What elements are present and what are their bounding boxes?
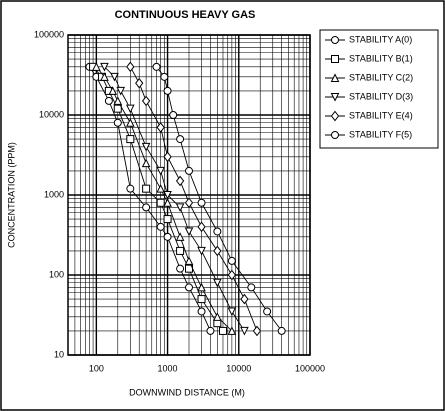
marker: [156, 184, 165, 193]
marker: [163, 232, 172, 241]
y-tick-label: 100: [49, 269, 64, 279]
marker: [113, 96, 123, 105]
marker: [126, 104, 135, 114]
marker: [330, 93, 340, 102]
legend-label: STABILITY E(4): [349, 110, 413, 120]
marker: [142, 184, 151, 193]
marker: [163, 215, 172, 224]
marker: [213, 312, 222, 321]
marker: [197, 282, 206, 292]
marker: [227, 307, 237, 317]
marker: [126, 135, 135, 144]
marker: [331, 36, 339, 44]
marker: [184, 197, 194, 209]
marker: [152, 62, 161, 71]
marker: [252, 325, 262, 337]
x-tick-label: 100: [89, 363, 104, 373]
marker: [240, 293, 249, 305]
marker: [227, 269, 237, 281]
marker: [197, 307, 206, 316]
marker: [100, 62, 109, 72]
marker: [331, 55, 339, 63]
marker: [142, 203, 151, 212]
marker: [213, 227, 222, 236]
y-tick-label: 10: [54, 349, 64, 359]
marker: [126, 61, 135, 73]
marker: [156, 122, 165, 133]
x-axis-label: DOWNWIND DISTANCE (M): [129, 387, 245, 397]
marker: [163, 86, 172, 95]
marker: [277, 326, 286, 335]
marker: [218, 326, 227, 335]
marker: [197, 246, 206, 256]
legend-label: STABILITY B(1): [349, 53, 413, 63]
plot-frame: [67, 34, 311, 356]
marker: [175, 203, 185, 213]
marker: [197, 198, 206, 207]
marker: [110, 72, 119, 82]
marker: [160, 72, 169, 81]
marker: [156, 198, 165, 207]
marker: [206, 326, 215, 335]
marker: [175, 175, 185, 187]
y-axis-label: CONCENTRATION (PPM): [6, 142, 16, 248]
marker: [100, 72, 109, 81]
marker: [185, 166, 193, 175]
marker: [213, 278, 222, 288]
marker: [113, 118, 122, 127]
x-tick-label: 1000: [158, 363, 178, 373]
marker: [156, 222, 165, 231]
legend-box: [319, 29, 439, 149]
marker: [92, 62, 101, 71]
marker: [176, 246, 185, 255]
marker: [126, 118, 135, 127]
marker: [163, 191, 172, 200]
marker: [227, 256, 236, 265]
chart-title: CONTINUOUS HEAVY GAS: [115, 9, 256, 21]
marker: [213, 245, 222, 257]
marker: [330, 73, 340, 82]
marker: [135, 77, 144, 89]
legend-label: STABILITY A(0): [349, 34, 412, 44]
x-tick-label: 10000: [226, 363, 251, 373]
marker: [126, 184, 135, 193]
marker: [163, 198, 172, 207]
marker: [163, 151, 172, 163]
series-line: [89, 66, 211, 332]
legend-label: STABILITY C(2): [349, 72, 413, 82]
marker: [169, 111, 178, 119]
marker: [141, 95, 151, 107]
legend-label: STABILITY D(3): [349, 91, 413, 101]
marker: [263, 307, 272, 316]
marker: [141, 158, 151, 168]
y-tick-label: 100000: [34, 29, 64, 39]
marker: [104, 96, 113, 105]
marker: [330, 110, 340, 122]
marker: [176, 264, 185, 273]
marker: [175, 232, 185, 241]
marker: [331, 131, 339, 139]
marker: [176, 135, 185, 144]
x-tick-label: 100000: [295, 363, 325, 373]
marker: [197, 221, 206, 233]
marker: [185, 283, 193, 292]
marker: [247, 283, 256, 292]
y-tick-label: 1000: [44, 189, 64, 199]
marker: [184, 227, 194, 237]
marker: [240, 326, 249, 336]
legend-label: STABILITY F(5): [349, 129, 412, 139]
marker: [108, 86, 118, 95]
marker: [113, 104, 122, 113]
marker: [156, 166, 165, 176]
marker: [184, 256, 194, 265]
marker: [141, 142, 151, 152]
marker: [116, 86, 126, 96]
marker: [197, 295, 206, 304]
y-tick-label: 10000: [39, 109, 64, 119]
marker: [227, 326, 237, 335]
